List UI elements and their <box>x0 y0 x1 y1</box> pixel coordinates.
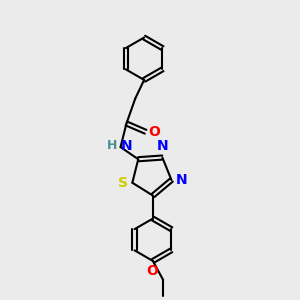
Text: N: N <box>176 173 188 187</box>
Text: H: H <box>106 139 117 152</box>
Text: O: O <box>148 125 160 139</box>
Text: N: N <box>121 139 132 153</box>
Text: S: S <box>118 176 128 190</box>
Text: N: N <box>157 139 168 153</box>
Text: O: O <box>146 265 158 278</box>
